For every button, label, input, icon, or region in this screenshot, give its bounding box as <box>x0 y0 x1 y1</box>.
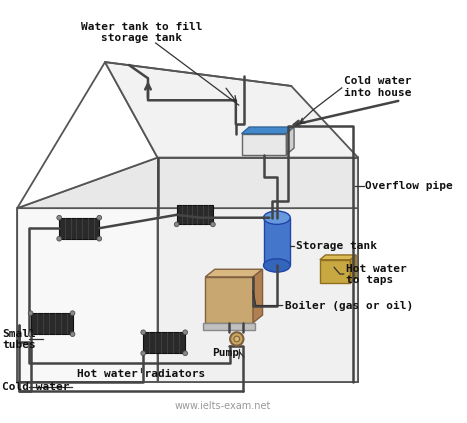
Text: Hot water: Hot water <box>346 264 406 274</box>
Polygon shape <box>205 269 262 277</box>
Circle shape <box>183 330 188 335</box>
Text: Cold water: Cold water <box>2 382 70 392</box>
Text: Hot water radiators: Hot water radiators <box>77 369 205 379</box>
Polygon shape <box>350 255 356 283</box>
Circle shape <box>70 311 75 316</box>
Polygon shape <box>263 218 290 266</box>
Text: Boiler (gas or oil): Boiler (gas or oil) <box>284 300 413 310</box>
Circle shape <box>141 351 146 356</box>
Polygon shape <box>17 157 358 382</box>
Circle shape <box>230 332 243 346</box>
Text: Water tank to fill: Water tank to fill <box>80 22 202 32</box>
Polygon shape <box>105 62 358 157</box>
Text: into house: into house <box>344 88 411 98</box>
Text: www.ielts-exam.net: www.ielts-exam.net <box>174 401 271 411</box>
Polygon shape <box>205 277 253 323</box>
Circle shape <box>211 222 215 227</box>
Circle shape <box>97 215 102 220</box>
Text: Overflow pipe: Overflow pipe <box>365 181 453 191</box>
Polygon shape <box>241 134 286 155</box>
Circle shape <box>28 332 33 337</box>
Circle shape <box>183 351 188 356</box>
Circle shape <box>57 236 62 241</box>
Text: storage tank: storage tank <box>101 33 182 43</box>
Text: Cold water: Cold water <box>344 76 411 86</box>
Polygon shape <box>143 332 185 353</box>
Polygon shape <box>241 127 294 134</box>
Polygon shape <box>177 205 213 224</box>
Circle shape <box>70 332 75 337</box>
Ellipse shape <box>263 259 290 272</box>
Polygon shape <box>17 157 157 382</box>
Polygon shape <box>320 260 350 283</box>
Circle shape <box>97 236 102 241</box>
Ellipse shape <box>263 211 290 224</box>
Circle shape <box>174 222 179 227</box>
Polygon shape <box>253 269 262 323</box>
Text: to taps: to taps <box>346 275 393 285</box>
Polygon shape <box>157 157 358 382</box>
Polygon shape <box>17 62 157 208</box>
Circle shape <box>141 330 146 335</box>
Polygon shape <box>17 157 358 208</box>
Text: tubes: tubes <box>2 340 35 350</box>
Text: Pump: Pump <box>212 348 239 358</box>
Polygon shape <box>203 323 255 330</box>
Text: Storage tank: Storage tank <box>296 242 377 251</box>
Circle shape <box>234 336 240 342</box>
Circle shape <box>28 311 33 316</box>
Text: Small: Small <box>2 329 35 339</box>
Polygon shape <box>59 218 99 239</box>
Polygon shape <box>286 127 294 155</box>
Circle shape <box>57 215 62 220</box>
Polygon shape <box>30 313 72 334</box>
Polygon shape <box>320 255 356 260</box>
